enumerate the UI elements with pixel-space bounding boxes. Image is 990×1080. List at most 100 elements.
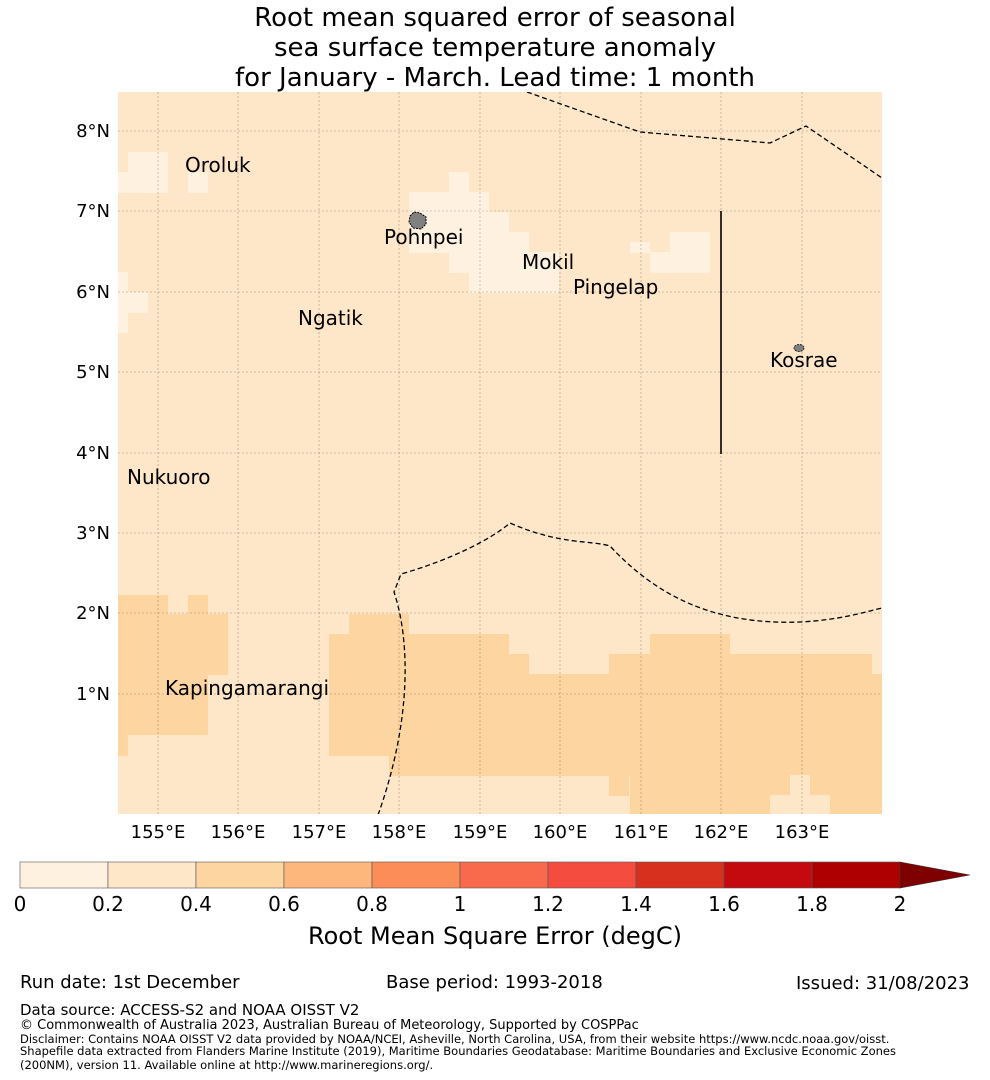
place-label-mokil: Mokil <box>522 250 574 274</box>
lat-tick-label: 3°N <box>76 523 110 544</box>
land-masses <box>408 211 805 352</box>
mid-patch-s-5 <box>329 735 609 756</box>
mid-patch-s-4 <box>329 674 609 736</box>
colorbar-tick-label: 1.4 <box>620 892 652 916</box>
low-patch-pohnpei-3 <box>409 212 509 233</box>
colorbar-segment <box>459 861 549 889</box>
run-date-text: Run date: 1st December <box>20 972 240 993</box>
disclaimer-line-1: Disclaimer: Contains NOAA OISST V2 data … <box>20 1032 890 1046</box>
low-error-patches <box>118 152 710 333</box>
colorbar-tick-label: 0.2 <box>92 892 124 916</box>
lon-tick-label: 156°E <box>211 822 266 843</box>
mid-patch-s-6 <box>389 755 609 776</box>
eez-north-boundary <box>526 92 882 179</box>
place-label-oroluk: Oroluk <box>185 153 251 177</box>
mid-patch-sw-1 <box>118 595 168 615</box>
colorbar-extend-arrow <box>899 861 971 889</box>
map-title-line-2: sea surface temperature anomaly <box>274 33 716 63</box>
plot-area: Oroluk Pohnpei Mokil Pingelap Ngatik Kos… <box>118 92 882 814</box>
lat-tick-label: 1°N <box>76 684 110 705</box>
gap-se-2 <box>770 795 830 814</box>
low-patch-oroluk <box>128 152 168 173</box>
colorbar-segment <box>107 861 197 889</box>
disclaimer-line-2: Shapefile data extracted from Flanders M… <box>20 1044 896 1058</box>
colorbar-segment <box>811 861 901 889</box>
colorbar-tick-label: 1.6 <box>708 892 740 916</box>
colorbar-tick-label: 0 <box>13 892 27 916</box>
longitude-tick-labels: 155°E 156°E 157°E 158°E 159°E 160°E 161°… <box>131 822 830 843</box>
colorbar-tick-label: 1.2 <box>532 892 564 916</box>
colorbar-segment <box>723 861 813 889</box>
low-patch-east-2 <box>650 252 710 273</box>
data-source-text: Data source: ACCESS-S2 and NOAA OISST V2 <box>20 1001 360 1019</box>
lon-tick-label: 157°E <box>292 822 347 843</box>
map-title-line-3: for January - March. Lead time: 1 month <box>235 63 755 93</box>
colorbar-segment <box>635 861 725 889</box>
mid-patch-sw-2 <box>188 595 208 615</box>
low-patch-mokil-2 <box>469 272 559 293</box>
place-label-kosrae: Kosrae <box>770 348 838 372</box>
kosrae-island <box>793 344 805 352</box>
lon-tick-label: 161°E <box>614 822 669 843</box>
low-patch-east-3 <box>630 242 650 253</box>
mid-error-patches <box>118 595 882 814</box>
colorbar-tick-label: 1 <box>453 892 467 916</box>
colorbar-segment <box>19 861 109 889</box>
disclaimer-line-3: (200NM), version 11. Available online at… <box>20 1058 434 1072</box>
place-label-pingelap: Pingelap <box>573 275 658 299</box>
base-period-text: Base period: 1993-2018 <box>386 972 603 993</box>
low-patch-east-1 <box>670 232 710 253</box>
place-label-ngatik: Ngatik <box>298 306 363 330</box>
low-patch-oroluk-3 <box>188 172 208 193</box>
colorbar-segment <box>547 861 637 889</box>
eez-south-boundary <box>377 522 882 814</box>
low-patch-west-1 <box>118 272 128 293</box>
low-patch-pohnpei-1 <box>449 172 469 193</box>
colorbar-segment <box>371 861 461 889</box>
colorbar-title: Root Mean Square Error (degC) <box>308 922 682 950</box>
low-patch-west-2 <box>118 292 148 313</box>
map-title-line-1: Root mean squared error of seasonal <box>254 3 736 33</box>
place-labels: Oroluk Pohnpei Mokil Pingelap Ngatik Kos… <box>127 153 838 700</box>
colorbar-tick-label: 0.4 <box>180 892 212 916</box>
lon-tick-label: 160°E <box>533 822 588 843</box>
lon-tick-label: 158°E <box>372 822 427 843</box>
low-patch-west-3 <box>118 312 128 333</box>
mid-patch-s-7 <box>609 775 629 796</box>
colorbar-tick-label: 0.6 <box>268 892 300 916</box>
colorbar <box>19 861 971 889</box>
mid-patch-sw-4 <box>118 674 208 735</box>
mid-patch-sw-3 <box>118 614 228 675</box>
low-patch-mokil-1 <box>449 252 559 273</box>
gap-se <box>790 775 810 795</box>
low-patch-oroluk-2 <box>118 172 168 193</box>
mid-patch-se-5 <box>790 775 882 796</box>
latitude-tick-labels: 8°N 7°N 6°N 5°N 4°N 3°N 2°N 1°N <box>76 121 110 705</box>
lat-tick-label: 5°N <box>76 362 110 383</box>
mid-patch-se-4 <box>630 775 790 814</box>
lon-tick-label: 162°E <box>694 822 749 843</box>
issued-date-text: Issued: 31/08/2023 <box>796 973 970 994</box>
low-patch-pohnpei-2 <box>409 192 489 213</box>
mid-patch-se-1 <box>650 634 730 655</box>
low-patch-pohnpei-4 <box>409 232 529 253</box>
eez-boundaries <box>377 92 882 814</box>
lon-tick-label: 159°E <box>453 822 508 843</box>
colorbar-tick-label: 0.8 <box>356 892 388 916</box>
copyright-text: © Commonwealth of Australia 2023, Austra… <box>20 1018 639 1033</box>
colorbar-segment <box>283 861 373 889</box>
place-label-pohnpei: Pohnpei <box>384 225 464 249</box>
mid-patch-se-3 <box>609 674 882 776</box>
place-label-nukuoro: Nukuoro <box>127 465 211 489</box>
place-label-kapingamarangi: Kapingamarangi <box>165 676 329 700</box>
mid-patch-s-1 <box>349 614 409 635</box>
colorbar-segment <box>195 861 285 889</box>
lat-tick-label: 6°N <box>76 282 110 303</box>
mid-patch-s-3 <box>329 654 529 675</box>
mid-patch-s-2 <box>329 634 509 655</box>
lat-tick-label: 4°N <box>76 443 110 464</box>
mid-patch-sw-5 <box>118 734 128 756</box>
lat-tick-label: 2°N <box>76 603 110 624</box>
colorbar-tick-label: 2 <box>893 892 907 916</box>
